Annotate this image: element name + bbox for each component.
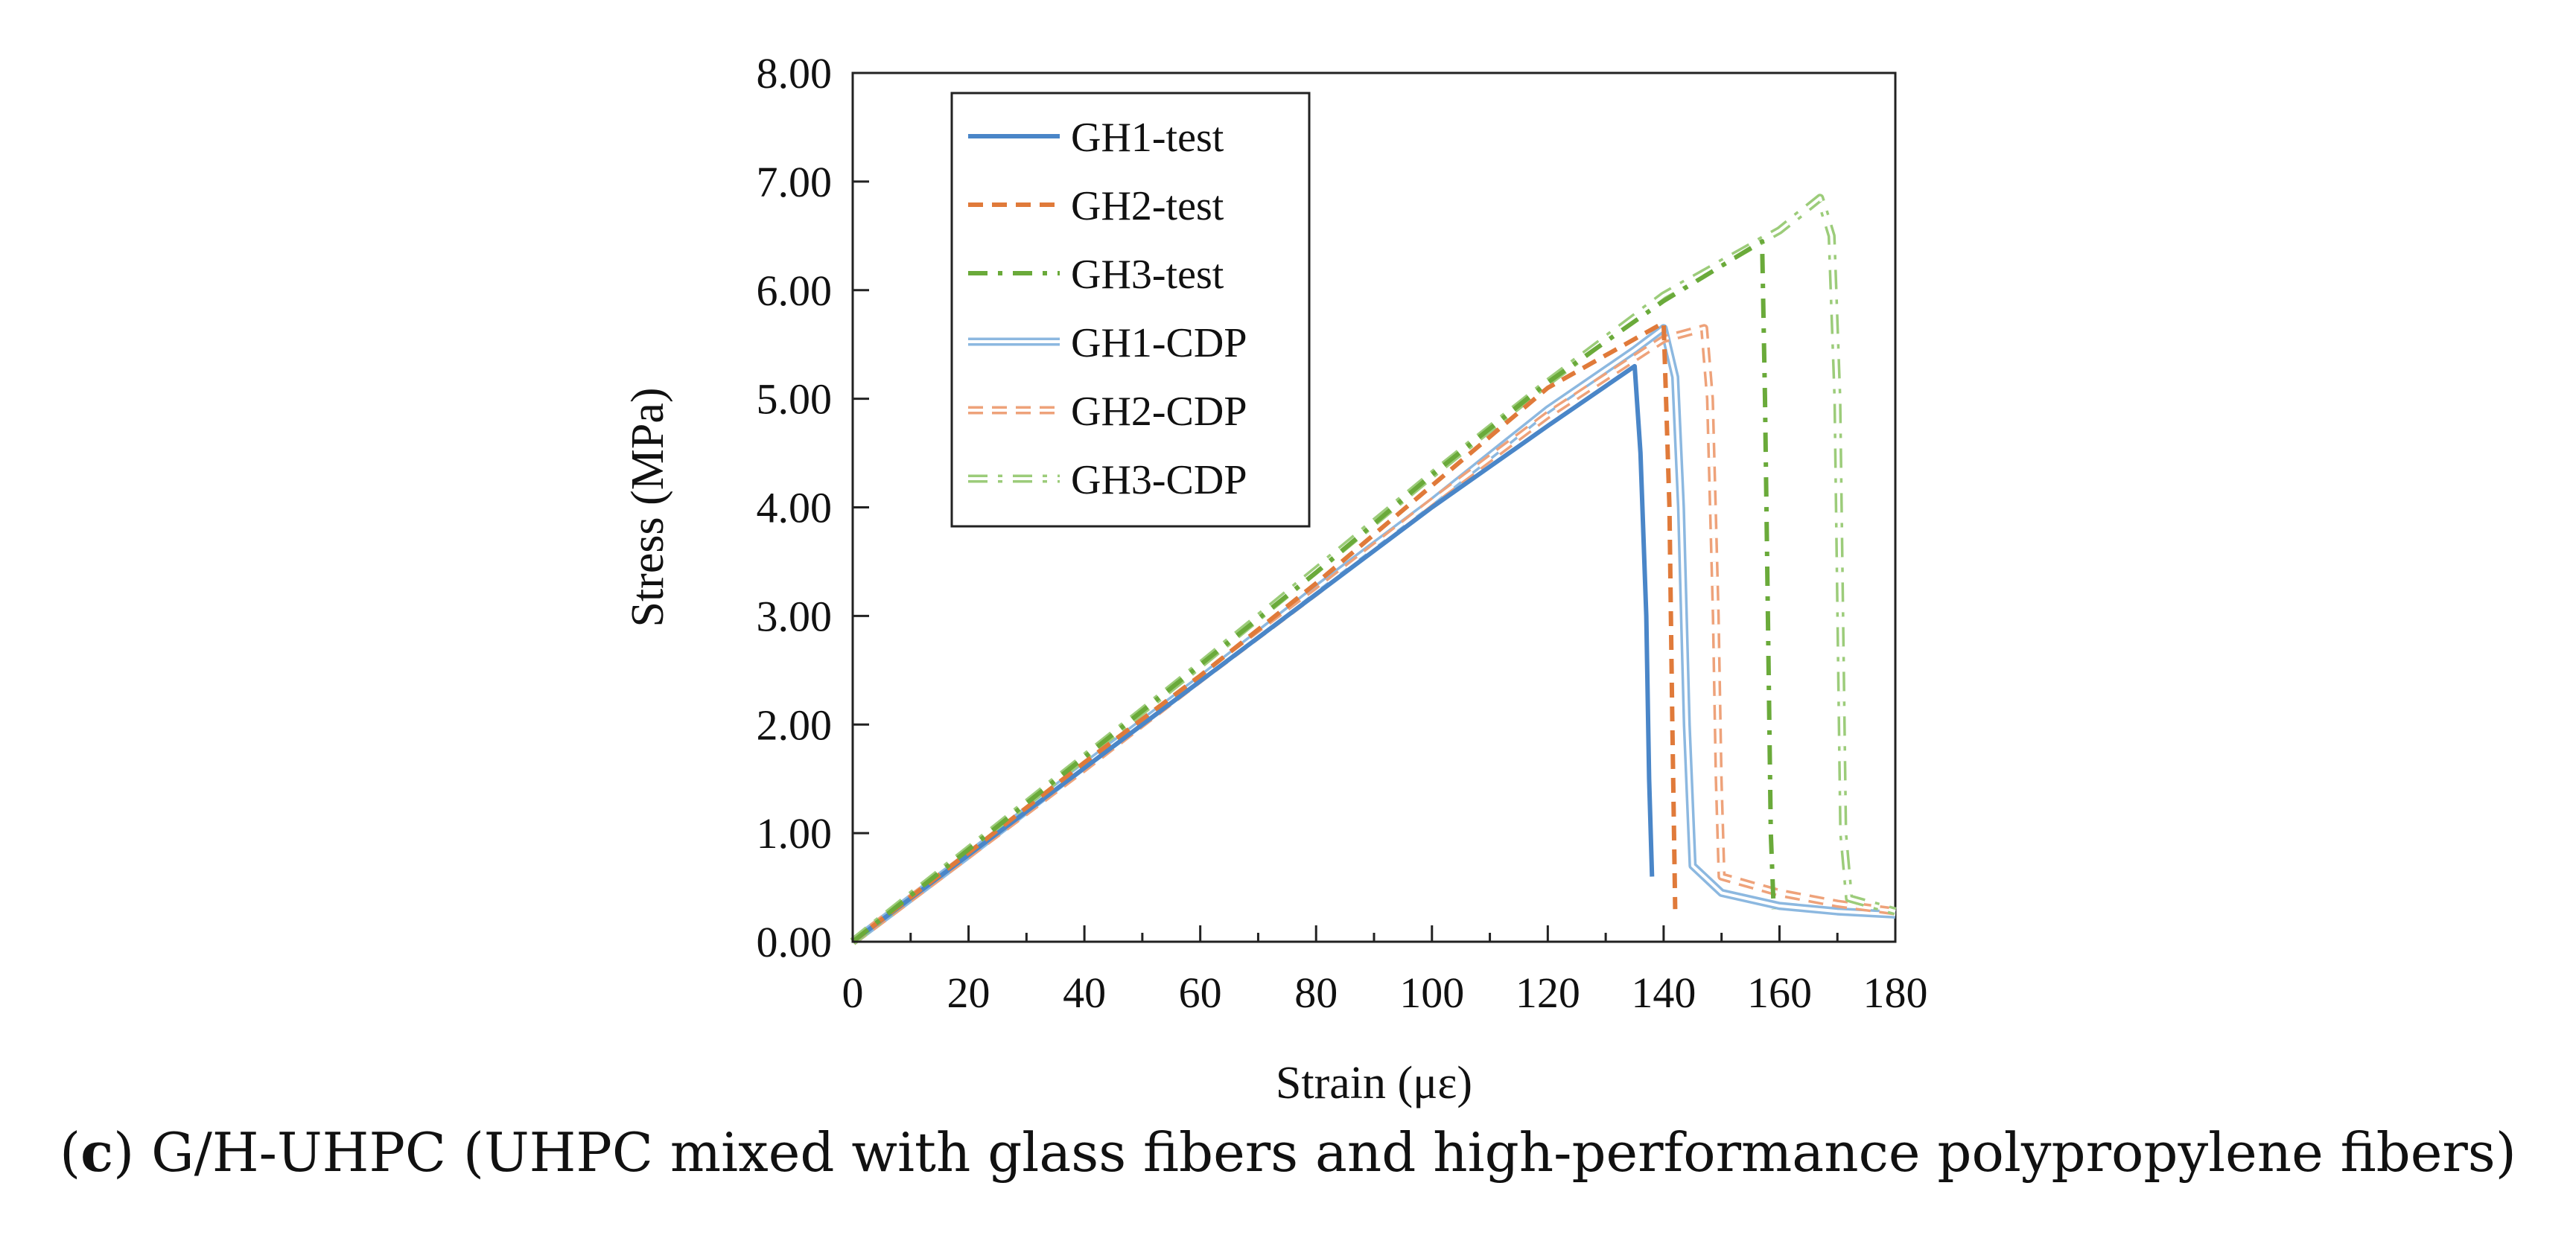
legend-label: GH3-CDP	[1071, 457, 1247, 503]
figure-caption: (c) G/H-UHPC (UHPC mixed with glass fibe…	[60, 1120, 2516, 1184]
y-tick-label: 0.00	[757, 918, 833, 966]
x-tick-label: 20	[947, 969, 990, 1017]
x-tick-label: 0	[842, 969, 864, 1017]
series-line-gh2-test	[851, 320, 1678, 944]
legend-label: GH2-CDP	[1071, 389, 1247, 435]
chart: 0 20 40 60 80 100 120 140 160 180 0.00 1.00 2.00 3.00…	[623, 49, 1928, 1108]
legend-item: GH3-CDP	[968, 457, 1247, 503]
legend-item: GH2-CDP	[968, 389, 1247, 435]
x-axis-title: Strain (με)	[1276, 1058, 1472, 1108]
y-tick-label: 2.00	[757, 701, 833, 749]
y-tick-label: 5.00	[757, 375, 833, 424]
legend-label: GH3-test	[1071, 252, 1224, 298]
y-axis-title: Stress (MPa)	[623, 387, 673, 627]
legend-item: GH2-test	[968, 183, 1224, 229]
legend-box	[950, 92, 1311, 528]
series-line-gh1-test-path	[851, 363, 1655, 944]
x-tick-label: 120	[1516, 969, 1580, 1017]
y-tick-label: 1.00	[757, 809, 833, 858]
series-line-gh1-test	[851, 363, 1655, 944]
legend-label: GH2-test	[1071, 183, 1224, 229]
axis-ticks: 0 20 40 60 80 100 120 140 160 180 0.00 1.00 2.00 3.00…	[757, 49, 1928, 1017]
x-tick-label: 180	[1863, 969, 1928, 1017]
series-layer	[850, 194, 1897, 945]
x-tick-label: 60	[1179, 969, 1222, 1017]
y-tick-label: 3.00	[757, 592, 833, 640]
legend-item: GH1-test	[968, 115, 1224, 161]
series-line-gh2-test-path	[851, 320, 1678, 944]
y-tick-label: 8.00	[757, 49, 833, 98]
y-tick-label: 4.00	[757, 484, 833, 532]
x-tick-label: 160	[1747, 969, 1812, 1017]
series-line-gh3-test-path	[851, 239, 1776, 944]
series-line-gh3-test	[851, 239, 1776, 944]
caption-text: G/H-UHPC (UHPC mixed with glass fibers a…	[151, 1121, 2516, 1184]
legend-item: GH1-CDP	[968, 320, 1247, 366]
caption-label: c	[80, 1120, 114, 1184]
legend-label: GH1-test	[1071, 115, 1224, 161]
legend-item: GH3-test	[968, 252, 1224, 298]
y-tick-label: 7.00	[757, 158, 833, 206]
x-tick-label: 40	[1063, 969, 1106, 1017]
y-tick-label: 6.00	[757, 267, 833, 315]
legend: GH1-test GH2-test GH3-test GH1-CDP GH2-CDP GH…	[950, 92, 1311, 528]
x-tick-label: 140	[1631, 969, 1696, 1017]
x-tick-label: 100	[1399, 969, 1464, 1017]
x-tick-label: 80	[1294, 969, 1338, 1017]
legend-label: GH1-CDP	[1071, 320, 1247, 366]
